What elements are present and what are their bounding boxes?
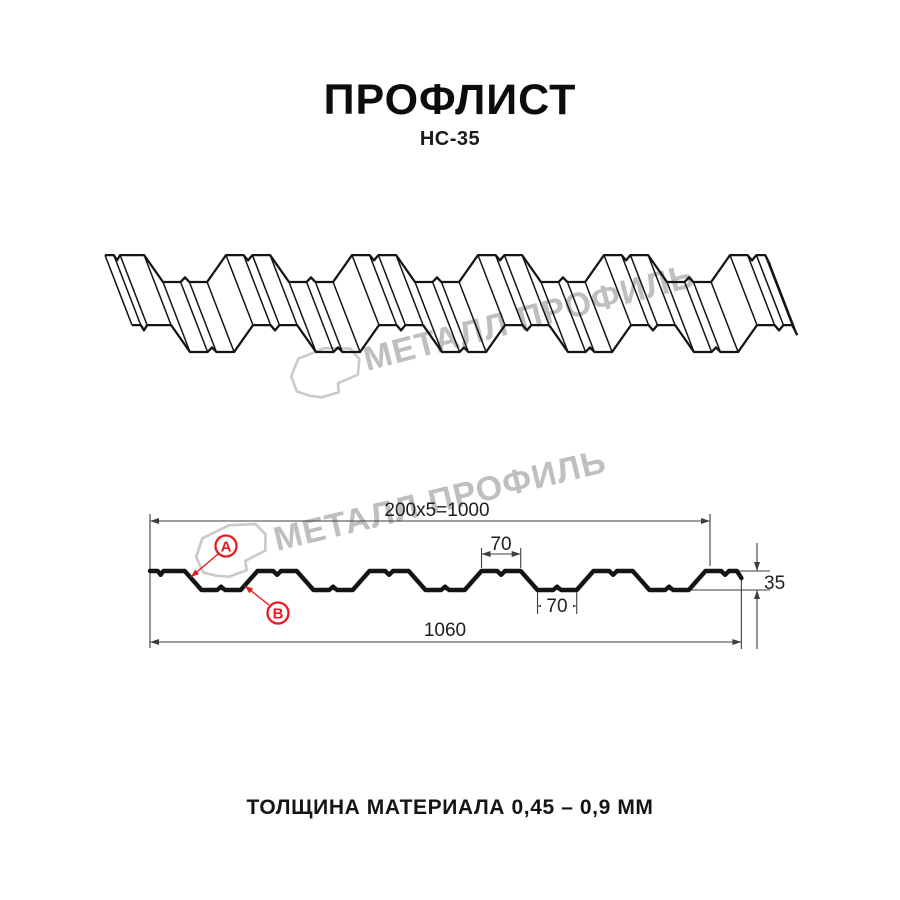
callout-b-label: B: [273, 606, 284, 623]
thickness-note: ТОЛЩИНА МАТЕРИАЛА 0,45 – 0,9 ММ: [246, 796, 654, 819]
profile-code: НС-35: [419, 128, 481, 150]
callout-a-label: A: [221, 539, 232, 556]
watermarks: МЕТАЛЛ ПРОФИЛЬ МЕТАЛЛ ПРОФИЛЬ: [194, 257, 699, 579]
metall-profil-logo-icon: [194, 522, 267, 579]
dim-total-width: 1060: [424, 620, 466, 641]
metall-profil-logo-icon: [289, 346, 361, 399]
dim-height: 35: [764, 573, 785, 594]
profile-cross-section: [147, 568, 744, 593]
dim-crest-width: 70: [490, 534, 511, 555]
dimension-labels: 200x5=1000 70 70 35 1060: [384, 500, 785, 641]
profile-3d-view: [104, 253, 799, 354]
dim-pitch-total: 200x5=1000: [384, 500, 489, 521]
red-callouts: A B: [190, 534, 290, 625]
dimension-lines: [149, 514, 770, 649]
page-title: ПРОФЛИСТ: [323, 76, 577, 124]
dim-valley-width: 70: [546, 596, 567, 617]
